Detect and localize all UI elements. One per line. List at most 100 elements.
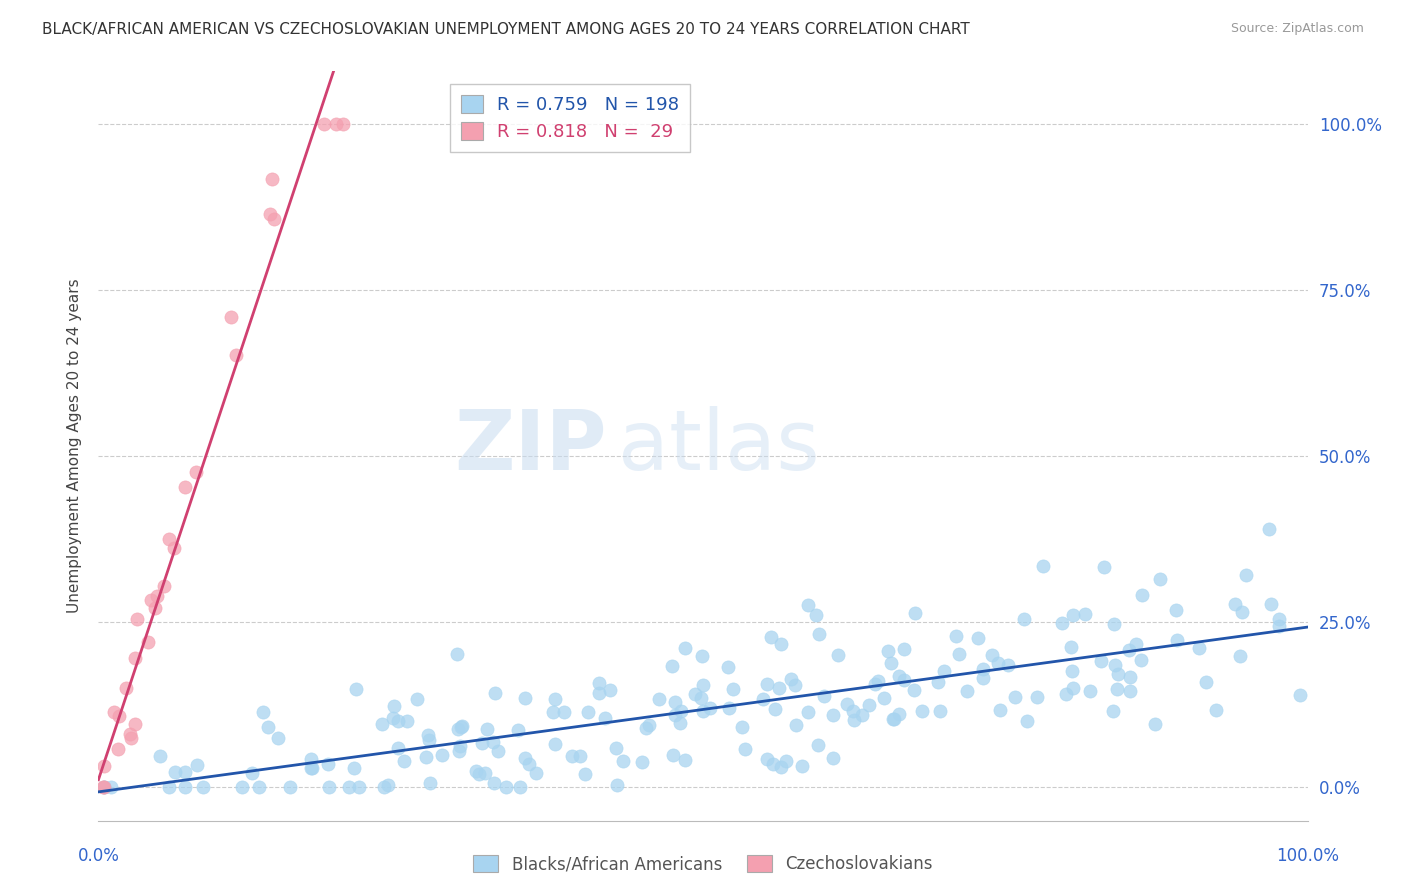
Point (219, 310, 242, 324)
Point (163, 764, 186, 779)
Point (692, 704, 714, 718)
Point (792, 758, 814, 772)
Point (1062, 664, 1084, 678)
Point (1225, 597, 1247, 611)
Point (143, 600, 166, 615)
Point (972, 671, 994, 685)
Point (484, 685, 506, 699)
Point (599, 682, 621, 697)
Point (174, 480, 197, 494)
Point (1090, 654, 1112, 668)
Point (1268, 619, 1291, 633)
Point (827, 648, 849, 662)
Point (972, 662, 994, 676)
Point (450, 739, 472, 753)
Point (450, 720, 472, 734)
Point (325, 117, 347, 131)
Point (174, 765, 197, 780)
Point (887, 707, 910, 722)
Text: ZIP: ZIP (454, 406, 606, 486)
Point (903, 682, 925, 697)
Point (191, 780, 214, 795)
Point (447, 723, 470, 737)
Point (988, 704, 1011, 718)
Point (108, 709, 131, 723)
Point (1119, 684, 1142, 698)
Point (1230, 606, 1253, 620)
Point (508, 723, 530, 737)
Point (184, 465, 207, 479)
Point (1060, 640, 1083, 654)
Point (1149, 572, 1171, 586)
Point (120, 727, 142, 741)
Point (342, 761, 364, 775)
Point (157, 780, 180, 795)
Point (1107, 667, 1129, 681)
Point (93, 780, 115, 795)
Point (515, 751, 537, 765)
Point (371, 716, 394, 731)
Point (842, 704, 865, 718)
Point (882, 712, 904, 726)
Point (967, 631, 990, 645)
Point (240, 766, 263, 780)
Point (561, 748, 583, 763)
Point (945, 629, 967, 643)
Point (780, 672, 803, 686)
Point (387, 714, 409, 728)
Point (93, 780, 115, 795)
Point (858, 698, 880, 712)
Point (1102, 704, 1125, 718)
Point (648, 692, 671, 706)
Point (1234, 567, 1257, 582)
Point (664, 695, 686, 709)
Point (1166, 603, 1188, 617)
Point (699, 701, 721, 715)
Point (1104, 658, 1126, 673)
Point (956, 684, 979, 698)
Point (1105, 681, 1128, 696)
Point (186, 757, 208, 772)
Point (257, 720, 280, 734)
Point (1094, 560, 1116, 574)
Point (844, 713, 866, 727)
Point (872, 691, 894, 706)
Point (683, 687, 706, 701)
Point (595, 711, 617, 725)
Point (139, 593, 162, 607)
Point (866, 674, 889, 689)
Point (157, 533, 180, 547)
Point (835, 697, 858, 711)
Point (1052, 615, 1074, 630)
Point (734, 742, 756, 756)
Point (807, 627, 830, 641)
Point (759, 630, 782, 644)
Point (1289, 689, 1312, 703)
Point (513, 690, 536, 705)
Point (1078, 684, 1101, 698)
Point (468, 767, 491, 781)
Point (717, 660, 740, 674)
Point (605, 741, 627, 756)
Point (752, 691, 775, 706)
Point (266, 731, 288, 746)
Point (756, 752, 779, 766)
Point (120, 731, 142, 745)
Point (823, 750, 845, 764)
Point (381, 711, 404, 725)
Point (115, 681, 138, 695)
Text: atlas: atlas (619, 406, 820, 486)
Point (344, 682, 367, 697)
Point (813, 689, 835, 703)
Point (103, 705, 125, 719)
Point (731, 721, 754, 735)
Point (576, 705, 599, 719)
Point (124, 717, 146, 731)
Point (756, 676, 779, 690)
Point (638, 717, 661, 731)
Point (783, 678, 806, 692)
Point (373, 780, 395, 794)
Point (1032, 558, 1054, 573)
Point (446, 647, 468, 661)
Point (387, 740, 409, 755)
